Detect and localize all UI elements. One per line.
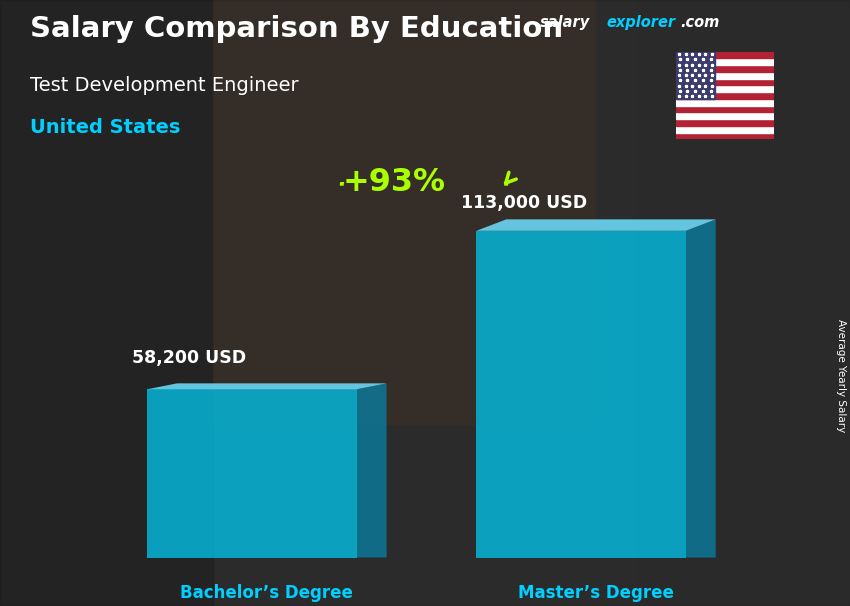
Text: Test Development Engineer: Test Development Engineer	[30, 76, 298, 95]
Bar	[676, 72, 774, 79]
Bar	[676, 133, 774, 139]
Bar	[212, 0, 595, 424]
Bar	[676, 58, 774, 65]
Text: 113,000 USD: 113,000 USD	[462, 194, 587, 212]
Bar	[676, 119, 774, 126]
Polygon shape	[147, 384, 387, 389]
Bar	[676, 65, 774, 72]
Bar	[676, 79, 774, 85]
Text: salary: salary	[540, 15, 590, 30]
Text: +93%: +93%	[343, 167, 445, 198]
Bar	[676, 52, 774, 58]
Text: Master’s Degree: Master’s Degree	[518, 584, 674, 602]
Text: Bachelor’s Degree: Bachelor’s Degree	[180, 584, 353, 602]
Bar	[676, 92, 774, 99]
Bar	[638, 0, 850, 606]
Text: United States: United States	[30, 118, 180, 137]
Bar	[676, 126, 774, 133]
Polygon shape	[476, 231, 686, 558]
Bar	[0, 0, 212, 606]
Text: 58,200 USD: 58,200 USD	[133, 348, 246, 367]
Polygon shape	[686, 219, 716, 558]
Text: explorer: explorer	[606, 15, 675, 30]
Bar	[676, 105, 774, 112]
Bar	[676, 85, 774, 92]
Polygon shape	[147, 389, 357, 558]
Text: Average Yearly Salary: Average Yearly Salary	[836, 319, 846, 432]
Bar	[676, 112, 774, 119]
Polygon shape	[357, 384, 387, 558]
Text: .com: .com	[680, 15, 719, 30]
Polygon shape	[476, 219, 716, 231]
Bar	[676, 99, 774, 105]
Text: Salary Comparison By Education: Salary Comparison By Education	[30, 15, 563, 43]
Bar	[676, 52, 715, 99]
